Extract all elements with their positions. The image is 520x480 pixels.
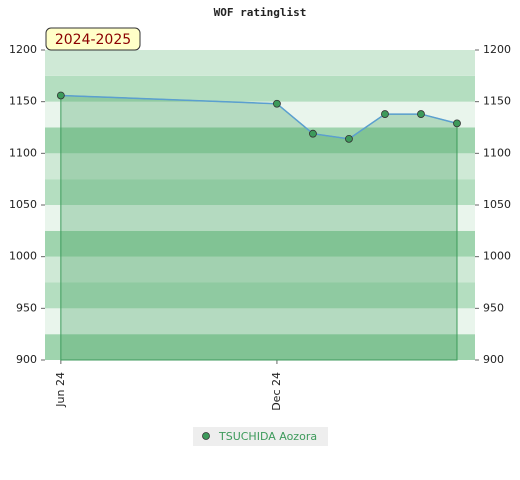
area — [60, 94, 458, 361]
legend-marker — [202, 432, 210, 440]
point — [417, 110, 425, 118]
y2-tick-label: 1000 — [483, 250, 511, 263]
y2-tick-label: 900 — [483, 353, 504, 366]
y2-tick-label: 950 — [483, 301, 504, 314]
annotation: 2024-2025 — [55, 32, 131, 48]
band — [45, 205, 475, 231]
y2-tick-label: 1200 — [483, 43, 511, 56]
y2-tick-label: 1150 — [483, 95, 511, 108]
legend-box — [193, 427, 328, 446]
point — [309, 129, 317, 138]
point — [345, 134, 353, 143]
y-tick-label: 900 — [16, 353, 37, 366]
y2-tick-label: 1050 — [483, 198, 511, 211]
annotation-box — [45, 27, 141, 51]
chart-title: WOF ratinglist — [214, 6, 307, 19]
x-tick-label: Dec 24 — [270, 372, 283, 411]
band — [45, 153, 475, 180]
band — [45, 230, 475, 257]
band — [45, 256, 475, 283]
band — [45, 127, 475, 154]
y-tick-label: 1200 — [9, 43, 37, 56]
band — [45, 334, 475, 360]
band — [45, 179, 475, 205]
y-tick-label: 1100 — [9, 146, 37, 159]
point — [56, 91, 65, 100]
legend-label: TSUCHIDA Aozora — [218, 430, 317, 443]
point — [273, 99, 281, 108]
band — [45, 308, 475, 335]
plot: 900 900 950 950 1000 1000 1050 1050 1100 1100 1150… — [9, 43, 511, 411]
y-tick-label: 950 — [16, 301, 37, 314]
y2-tick-label: 1100 — [483, 146, 511, 159]
y-tick-label: 1000 — [9, 250, 37, 263]
y-tick-label: 1150 — [9, 95, 37, 108]
point — [381, 110, 389, 118]
band — [45, 50, 475, 76]
background — [45, 50, 475, 360]
band — [45, 282, 475, 309]
x-tick-label: Jun 24 — [54, 372, 67, 408]
y-tick-label: 1050 — [9, 198, 37, 211]
point — [453, 119, 461, 128]
